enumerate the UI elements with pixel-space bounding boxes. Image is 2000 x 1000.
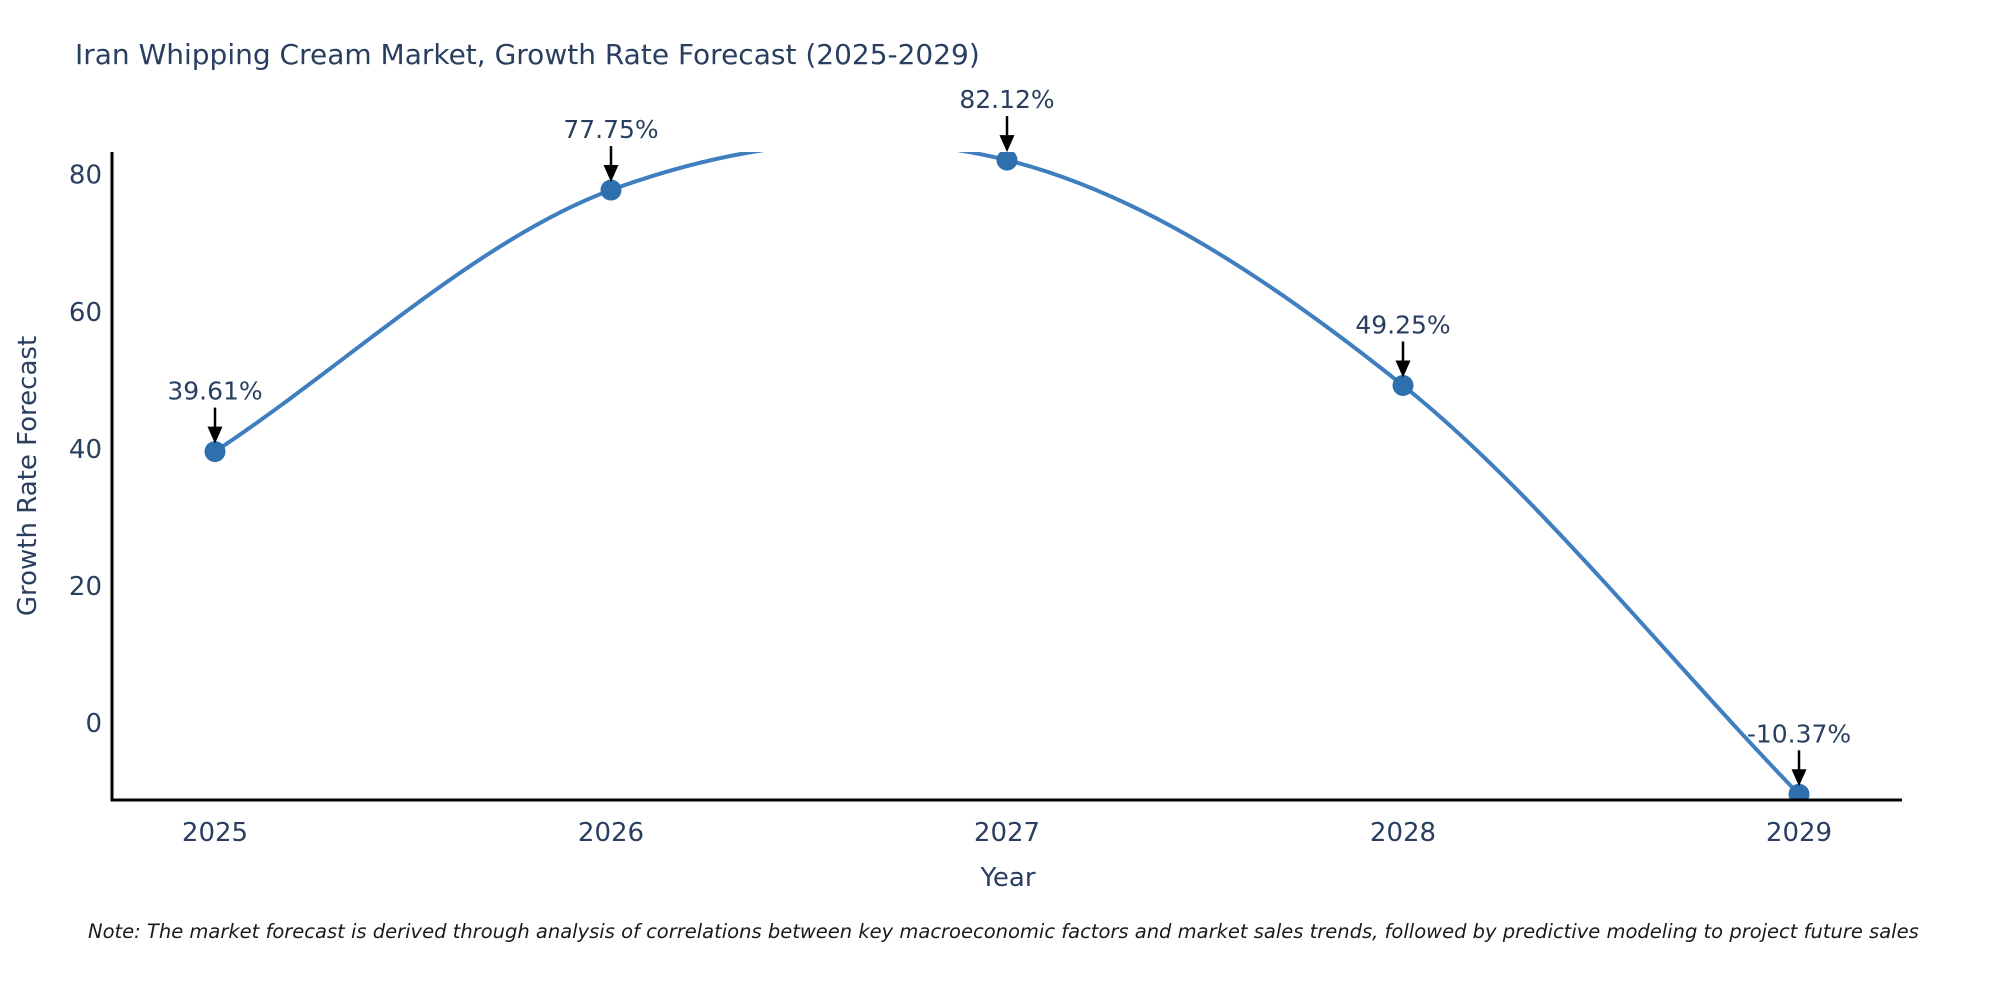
- y-tick-label: 0: [85, 709, 102, 739]
- x-axis-title: Year: [980, 863, 1036, 893]
- chart-title: Iran Whipping Cream Market, Growth Rate …: [75, 38, 980, 71]
- plot-area: [204, 152, 1810, 800]
- x-tick-label: 2025: [182, 818, 248, 848]
- annotation-arrowhead-icon: [1791, 769, 1807, 787]
- x-tick-label: 2027: [974, 818, 1040, 848]
- data-point-marker: [1392, 374, 1414, 396]
- data-point-marker: [996, 152, 1018, 171]
- point-annotation-label: 77.75%: [563, 115, 658, 144]
- data-point-marker: [1788, 783, 1810, 800]
- y-tick-label: 60: [69, 298, 102, 328]
- point-annotation-label: 82.12%: [959, 85, 1054, 114]
- footnote: Note: The market forecast is derived thr…: [88, 920, 1919, 943]
- annotation-arrowhead-icon: [207, 426, 223, 444]
- y-tick-label: 40: [69, 435, 102, 465]
- point-annotation-label: 49.25%: [1355, 310, 1450, 339]
- y-tick-label: 80: [69, 161, 102, 191]
- point-annotation-label: -10.37%: [1747, 719, 1851, 748]
- y-axis-title: Growth Rate Forecast: [13, 335, 43, 617]
- x-tick-label: 2026: [578, 818, 644, 848]
- data-point-marker: [204, 441, 226, 463]
- annotation-arrowhead-icon: [603, 165, 619, 183]
- x-tick-label: 2028: [1370, 818, 1436, 848]
- x-tick-label: 2029: [1766, 818, 1832, 848]
- point-annotation-label: 39.61%: [167, 377, 262, 406]
- forecast-line: [213, 152, 1801, 796]
- annotation-arrowhead-icon: [1395, 360, 1411, 378]
- data-point-marker: [600, 179, 622, 201]
- y-tick-label: 20: [69, 572, 102, 602]
- annotation-arrowhead-icon: [999, 135, 1015, 153]
